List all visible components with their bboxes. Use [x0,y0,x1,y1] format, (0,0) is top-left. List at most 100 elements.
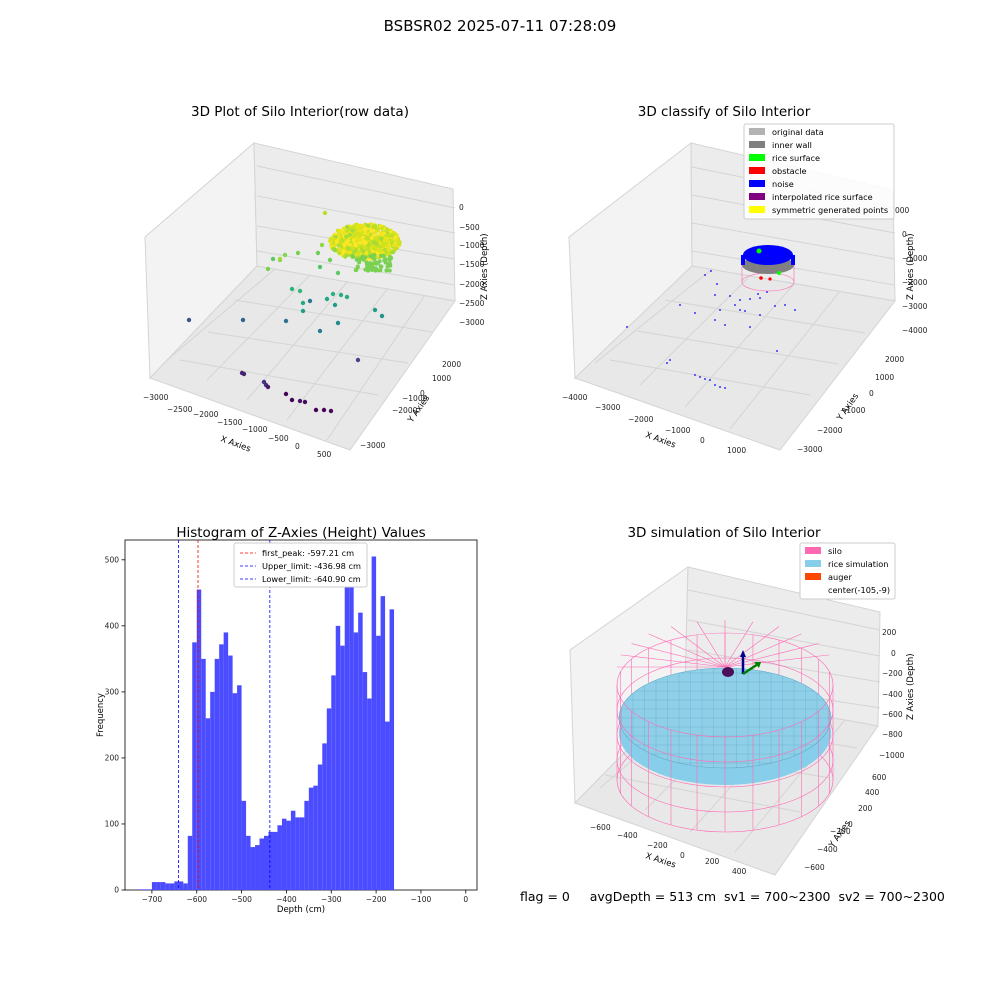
simulation-x-ticks: −600 −400 −200 0 200 400 [590,823,747,876]
classify-legend-swatch [749,154,765,161]
status-line: flag = 0 avgDepth = 513 cm sv1 = 700~230… [520,889,945,904]
classify-legend-label: noise [772,179,794,189]
raw-point [365,235,370,240]
raw-plot-points [186,210,402,414]
simulation-y-tick: −200 [830,827,851,836]
raw-z-tick: −3000 [459,318,485,327]
raw-point [344,234,349,239]
classify-z-tick: 000 [895,206,910,215]
raw-point [376,226,381,231]
raw-point [353,243,358,248]
classify-points [626,270,796,389]
raw-point [379,264,384,269]
raw-point [355,224,360,229]
classify-z-tick: −2000 [902,278,928,287]
noise-point [710,270,712,272]
raw-point [358,228,363,233]
histogram-bar [142,889,148,890]
status-sv2: sv2 = 700~2300 [838,889,945,904]
histogram-x-tick-label: −500 [231,895,252,904]
raw-point [391,249,396,254]
histogram-x-tick-label: −600 [186,895,207,904]
histogram-bar [362,672,368,890]
histogram-legend-label: Lower_limit: -640.90 cm [262,574,361,584]
raw-z-tick: −2000 [459,280,485,289]
raw-x-tick: 0 [295,442,300,451]
classify-legend-swatch [749,193,765,200]
noise-point [794,309,796,311]
simulation-y-tick: 200 [858,804,873,813]
histogram-bar [371,556,377,890]
raw-x-tick: −2500 [167,405,193,414]
raw-point [363,240,368,245]
raw-point [289,397,295,403]
raw-point [389,255,394,260]
raw-point [379,226,384,231]
histogram-bar [232,693,238,890]
raw-point [366,247,371,252]
auger-axis-z-head [740,650,746,657]
histogram-x-tick-label: −700 [142,895,163,904]
simulation-legend-swatch [805,573,821,580]
histogram-bar [367,698,372,890]
raw-point [365,264,370,269]
raw-x-tick: −2000 [193,410,219,419]
silo-roof-spoke [670,626,726,668]
raw-point [328,237,333,242]
simulation-z-tick: 200 [882,628,897,637]
raw-point [295,250,301,256]
histogram-bar [313,785,318,890]
histogram-bar [326,708,332,890]
classify-x-tick: −1000 [665,426,691,435]
raw-y-tick: 2000 [442,360,461,369]
histogram-legend-label: Upper_limit: -436.98 cm [262,561,361,571]
classify-legend-label: inner wall [772,140,812,150]
raw-point [365,232,370,237]
classify-y-ticks: −3000 −2000 −1000 0 1000 2000 [797,355,904,454]
histogram-bar [286,820,291,890]
raw-plot-axes-box [144,141,456,451]
raw-point [356,250,361,255]
histogram-bar [138,889,143,890]
raw-point [359,223,364,228]
simulation-legend-label: silo [828,546,842,556]
raw-point [307,298,313,304]
histogram-bar [268,831,273,890]
histogram-y-tick-label: 500 [105,555,120,564]
silo-roof-spoke [724,633,802,668]
raw-point [377,241,382,246]
raw-point [321,407,327,413]
classify-z-tick: 0 [902,230,907,239]
raw-y-tick: 0 [420,389,425,398]
classify-legend-swatch [749,167,765,174]
classify-y-tick: 2000 [885,355,904,364]
classify-pane-floor [574,265,896,451]
classify-legend-label: rice surface [772,153,820,163]
histogram-bar [169,883,175,890]
raw-point [388,233,393,238]
classify-obstacle-spot [759,276,763,280]
histogram-bar [295,817,300,890]
histogram-bar [192,642,197,890]
rice-simulation-surface [618,667,832,785]
simulation-legend-label: rice simulation [828,559,888,569]
histogram-bar [183,883,188,890]
histogram-bar [196,589,202,890]
raw-point [336,229,341,234]
raw-point [353,268,358,273]
histogram-bar [151,882,157,890]
raw-point [345,239,350,244]
histogram-bar [241,800,247,890]
raw-point [240,317,246,323]
histogram-bar [385,721,390,890]
classify-axes-box [568,141,896,451]
noise-point [716,283,718,285]
raw-point [373,266,378,271]
raw-point [380,244,385,249]
histogram-y-tick-label: 300 [105,687,120,696]
simulation-y-tick: 400 [865,788,880,797]
raw-point [344,294,350,300]
classify-legend-label: original data [772,127,824,137]
raw-point [386,247,391,252]
raw-z-tick: 0 [459,203,464,212]
